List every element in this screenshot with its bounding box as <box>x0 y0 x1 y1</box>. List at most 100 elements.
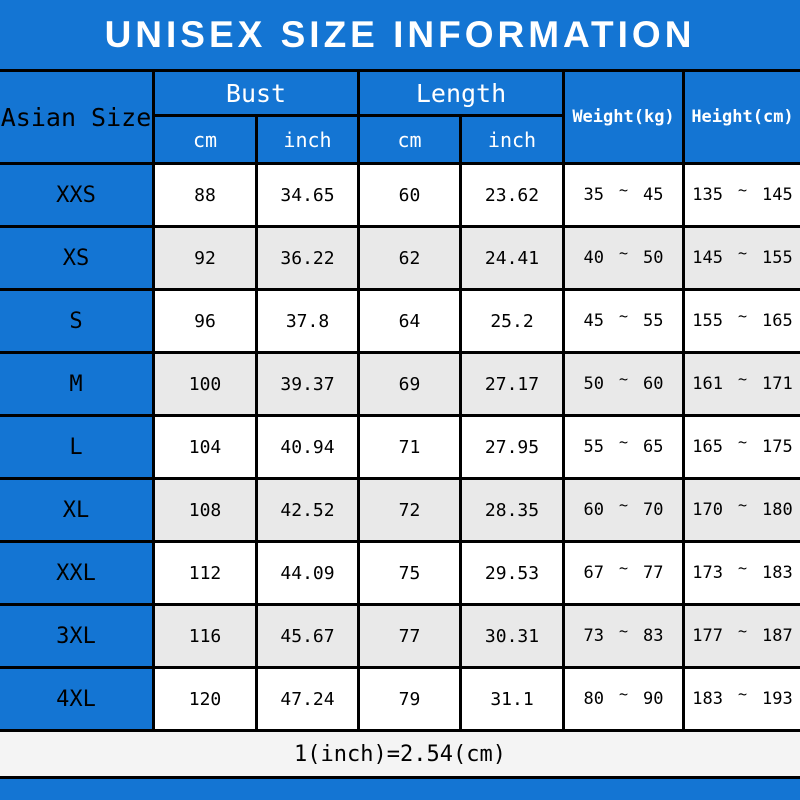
length-cm-value: 79 <box>360 669 462 729</box>
weight-max: 65 <box>643 437 664 457</box>
size-label: XXS <box>0 165 155 225</box>
length-cm-value: 75 <box>360 543 462 603</box>
weight-range: 55 ~ 65 <box>565 417 685 477</box>
size-label: L <box>0 417 155 477</box>
length-inch-value: 29.53 <box>462 543 565 603</box>
length-cm-value: 64 <box>360 291 462 351</box>
height-range: 135 ~ 145 <box>685 165 800 225</box>
bust-cm-value: 96 <box>155 291 258 351</box>
size-label: XXL <box>0 543 155 603</box>
size-label: XL <box>0 480 155 540</box>
height-min: 170 <box>692 500 723 520</box>
weight-min: 55 <box>583 437 604 457</box>
tilde: ~ <box>618 181 629 199</box>
bust-cm-value: 100 <box>155 354 258 414</box>
height-max: 183 <box>762 563 793 583</box>
header-height: Height(cm) <box>691 107 794 127</box>
tilde: ~ <box>618 496 629 514</box>
tilde: ~ <box>737 181 748 199</box>
bust-inch-value: 45.67 <box>258 606 360 666</box>
tilde: ~ <box>618 370 629 388</box>
height-range: 161 ~ 171 <box>685 354 800 414</box>
weight-max: 60 <box>643 374 664 394</box>
height-max: 155 <box>762 248 793 268</box>
height-min: 173 <box>692 563 723 583</box>
weight-min: 40 <box>583 248 604 268</box>
bust-inch-value: 39.37 <box>258 354 360 414</box>
height-range: 170 ~ 180 <box>685 480 800 540</box>
weight-max: 90 <box>643 689 664 709</box>
length-inch-value: 28.35 <box>462 480 565 540</box>
weight-range: 40 ~ 50 <box>565 228 685 288</box>
table-row: XXS 88 34.65 60 23.62 35 ~ 45 135 ~ 145 <box>0 165 800 228</box>
bust-inch-value: 44.09 <box>258 543 360 603</box>
bust-inch-value: 47.24 <box>258 669 360 729</box>
weight-max: 70 <box>643 500 664 520</box>
height-max: 193 <box>762 689 793 709</box>
height-range: 173 ~ 183 <box>685 543 800 603</box>
bust-cm-value: 108 <box>155 480 258 540</box>
header-bust: Bust <box>155 72 360 117</box>
page-title: UNISEX SIZE INFORMATION <box>104 13 696 55</box>
table-row: S 96 37.8 64 25.2 45 ~ 55 155 ~ 165 <box>0 291 800 354</box>
table-row: XL 108 42.52 72 28.35 60 ~ 70 170 ~ 180 <box>0 480 800 543</box>
tilde: ~ <box>737 622 748 640</box>
weight-min: 73 <box>583 626 604 646</box>
table-row: 4XL 120 47.24 79 31.1 80 ~ 90 183 ~ 193 <box>0 669 800 732</box>
length-inch-value: 27.17 <box>462 354 565 414</box>
bust-inch-value: 34.65 <box>258 165 360 225</box>
length-inch-value: 30.31 <box>462 606 565 666</box>
length-inch-value: 27.95 <box>462 417 565 477</box>
height-min: 155 <box>692 311 723 331</box>
length-cm-value: 62 <box>360 228 462 288</box>
table-row: XS 92 36.22 62 24.41 40 ~ 50 145 ~ 155 <box>0 228 800 291</box>
conversion-note-bar: 1(inch)=2.54(cm) <box>0 732 800 779</box>
header-asian-size: Asian Size <box>0 72 155 162</box>
height-max: 145 <box>762 185 793 205</box>
header-length: Length <box>360 72 565 117</box>
weight-max: 55 <box>643 311 664 331</box>
height-range: 145 ~ 155 <box>685 228 800 288</box>
tilde: ~ <box>618 622 629 640</box>
tilde: ~ <box>737 559 748 577</box>
length-cm-value: 69 <box>360 354 462 414</box>
size-label: 4XL <box>0 669 155 729</box>
tilde: ~ <box>737 685 748 703</box>
table-header: Asian Size Bust Length Weight(kg) Height… <box>0 72 800 165</box>
bust-inch-value: 37.8 <box>258 291 360 351</box>
header-bust-inch: inch <box>258 117 360 162</box>
bust-inch-value: 42.52 <box>258 480 360 540</box>
bust-inch-value: 40.94 <box>258 417 360 477</box>
height-min: 161 <box>692 374 723 394</box>
size-label: 3XL <box>0 606 155 666</box>
table-row: M 100 39.37 69 27.17 50 ~ 60 161 ~ 171 <box>0 354 800 417</box>
bust-cm-value: 112 <box>155 543 258 603</box>
tilde: ~ <box>737 496 748 514</box>
height-max: 187 <box>762 626 793 646</box>
bust-cm-value: 104 <box>155 417 258 477</box>
length-cm-value: 77 <box>360 606 462 666</box>
size-label: M <box>0 354 155 414</box>
tilde: ~ <box>737 244 748 262</box>
height-max: 165 <box>762 311 793 331</box>
length-inch-value: 25.2 <box>462 291 565 351</box>
length-inch-value: 31.1 <box>462 669 565 729</box>
weight-max: 45 <box>643 185 664 205</box>
table-row: L 104 40.94 71 27.95 55 ~ 65 165 ~ 175 <box>0 417 800 480</box>
bust-cm-value: 88 <box>155 165 258 225</box>
length-cm-value: 71 <box>360 417 462 477</box>
size-label: XS <box>0 228 155 288</box>
height-range: 165 ~ 175 <box>685 417 800 477</box>
height-min: 177 <box>692 626 723 646</box>
header-weight: Weight(kg) <box>565 72 685 162</box>
tilde: ~ <box>737 370 748 388</box>
tilde: ~ <box>618 244 629 262</box>
bust-cm-value: 120 <box>155 669 258 729</box>
height-min: 135 <box>692 185 723 205</box>
tilde: ~ <box>618 433 629 451</box>
conversion-note: 1(inch)=2.54(cm) <box>294 741 506 767</box>
bottom-strip <box>0 779 800 800</box>
height-max: 175 <box>762 437 793 457</box>
height-range: 183 ~ 193 <box>685 669 800 729</box>
